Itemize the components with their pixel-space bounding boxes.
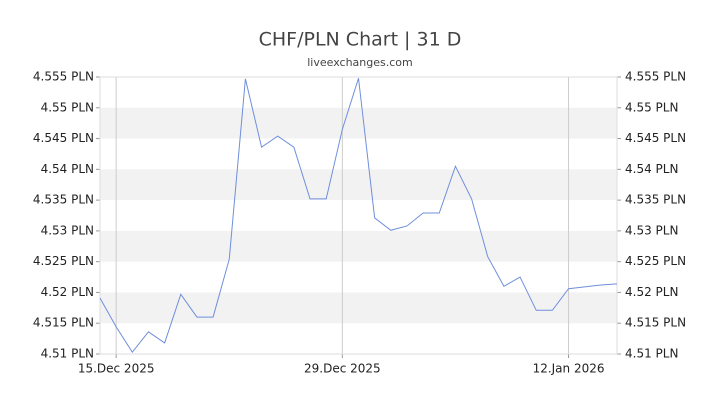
y2-tick-label: 4.52 PLN — [625, 285, 678, 299]
grid-band — [100, 169, 617, 201]
y-tick-label: 4.51 PLN — [41, 347, 94, 361]
y-tick-label: 4.555 PLN — [33, 70, 94, 84]
x-tick-label: 29.Dec 2025 — [304, 362, 381, 376]
chart-title: CHF/PLN Chart | 31 D — [259, 29, 462, 51]
y-tick-label: 4.525 PLN — [33, 254, 94, 268]
y2-tick-label: 4.545 PLN — [625, 131, 686, 145]
y2-tick-label: 4.525 PLN — [625, 254, 686, 268]
y-tick-label: 4.53 PLN — [41, 223, 94, 237]
x-tick-label: 15.Dec 2025 — [78, 362, 155, 376]
y-tick-label: 4.535 PLN — [33, 193, 94, 207]
series-line — [99, 78, 618, 354]
x-tick-label: 12.Jan 2026 — [533, 362, 605, 376]
y-tick-label: 4.52 PLN — [41, 285, 94, 299]
y2-tick-label: 4.54 PLN — [625, 162, 678, 176]
y-tick-label: 4.515 PLN — [33, 316, 94, 330]
y2-tick-label: 4.51 PLN — [625, 347, 678, 361]
y-tick-label: 4.54 PLN — [41, 162, 94, 176]
grid-band — [100, 292, 617, 324]
y2-tick-label: 4.535 PLN — [625, 193, 686, 207]
grid-band — [100, 107, 617, 139]
chart-subtitle: liveexchanges.com — [307, 56, 412, 69]
y2-tick-label: 4.53 PLN — [625, 223, 678, 237]
y2-tick-label: 4.55 PLN — [625, 100, 678, 114]
grid-band — [100, 230, 617, 262]
y-tick-label: 4.545 PLN — [33, 131, 94, 145]
y2-tick-label: 4.555 PLN — [625, 70, 686, 84]
y2-tick-label: 4.515 PLN — [625, 316, 686, 330]
y-tick-label: 4.55 PLN — [41, 100, 94, 114]
plot-border — [99, 76, 618, 355]
